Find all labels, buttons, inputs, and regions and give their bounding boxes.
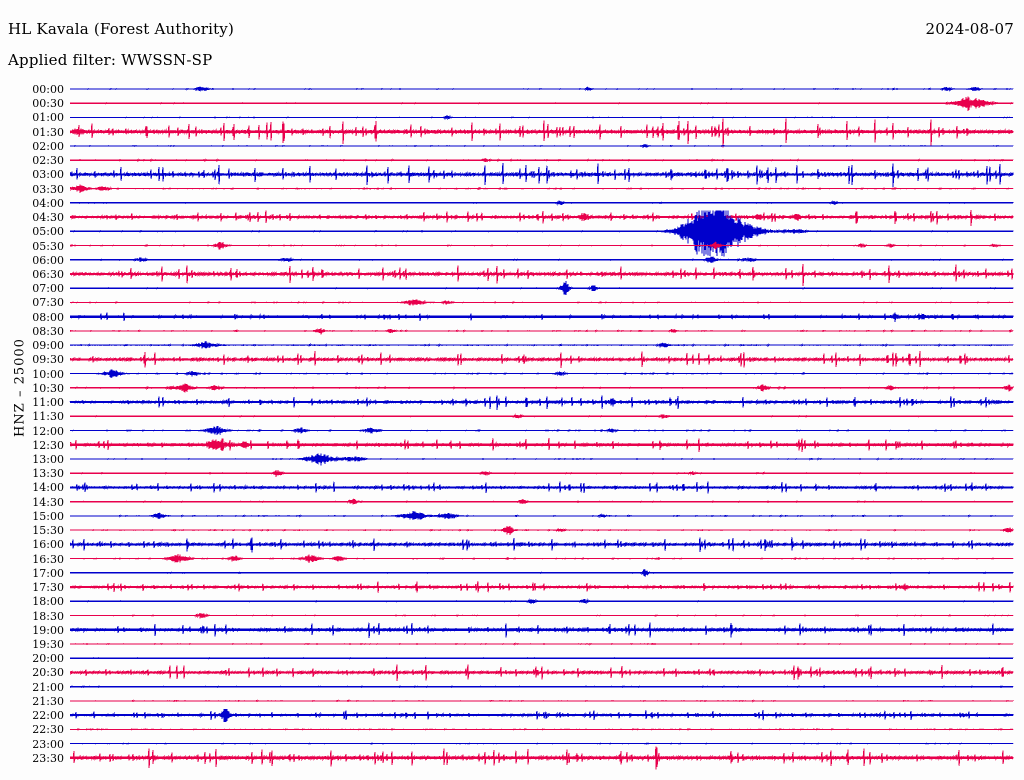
time-tick-label: 02:30	[32, 154, 64, 168]
seismic-trace	[69, 118, 1014, 148]
time-tick-label: 04:00	[32, 196, 64, 210]
time-tick-label: 20:00	[32, 652, 64, 666]
time-tick-label: 13:30	[32, 467, 64, 481]
time-tick-label: 07:00	[32, 282, 64, 296]
page-title: HL Kavala (Forest Authority)	[8, 20, 235, 38]
time-tick-label: 02:00	[32, 139, 64, 153]
time-tick-label: 17:00	[32, 566, 64, 580]
time-tick-label: 01:30	[32, 125, 64, 139]
time-tick-label: 03:30	[32, 182, 64, 196]
time-tick-label: 14:30	[32, 495, 64, 509]
time-tick-label: 06:00	[32, 253, 64, 267]
time-tick-label: 01:00	[32, 111, 64, 125]
time-tick-label: 11:00	[32, 396, 64, 410]
time-tick-label: 18:00	[32, 595, 64, 609]
time-tick-label: 07:30	[32, 296, 64, 310]
time-axis-ticks: 00:00 00:30 01:00 01:30 02:00 02:30 03:00 03:30…	[0, 0, 64, 780]
time-tick-label: 12:30	[32, 438, 64, 452]
time-tick-label: 00:30	[32, 97, 64, 111]
time-tick-label: 16:00	[32, 538, 64, 552]
time-tick-label: 03:00	[32, 168, 64, 182]
seismic-trace	[69, 96, 1014, 112]
time-tick-label: 18:30	[32, 609, 64, 623]
record-date: 2024-08-07	[925, 20, 1014, 38]
time-tick-label: 00:00	[32, 83, 64, 96]
time-tick-label: 05:00	[32, 225, 64, 239]
time-tick-label: 09:30	[32, 353, 64, 367]
time-tick-label: 22:00	[32, 709, 64, 723]
time-tick-label: 11:30	[32, 410, 64, 424]
time-tick-label: 21:00	[32, 680, 64, 694]
time-tick-label: 05:30	[32, 239, 64, 253]
time-tick-label: 20:30	[32, 666, 64, 680]
time-tick-label: 06:30	[32, 267, 64, 281]
time-tick-label: 19:00	[32, 623, 64, 637]
time-tick-label: 13:00	[32, 452, 64, 466]
time-tick-label: 09:00	[32, 339, 64, 353]
time-tick-label: 17:30	[32, 581, 64, 595]
time-tick-label: 04:30	[32, 211, 64, 225]
time-tick-label: 15:30	[32, 524, 64, 538]
time-tick-label: 10:30	[32, 381, 64, 395]
time-tick-label: 14:00	[32, 481, 64, 495]
time-tick-label: 16:30	[32, 552, 64, 566]
time-tick-label: 08:30	[32, 324, 64, 338]
time-tick-label: 23:00	[32, 737, 64, 751]
time-tick-label: 19:30	[32, 637, 64, 651]
time-tick-label: 10:00	[32, 367, 64, 381]
time-tick-label: 21:30	[32, 694, 64, 708]
applied-filter-label: Applied filter: WWSSN-SP	[8, 51, 213, 69]
time-tick-label: 23:30	[32, 751, 64, 765]
time-tick-label: 22:30	[32, 723, 64, 737]
time-tick-label: 12:00	[32, 424, 64, 438]
time-tick-label: 08:00	[32, 310, 64, 324]
time-tick-label: 15:00	[32, 509, 64, 523]
